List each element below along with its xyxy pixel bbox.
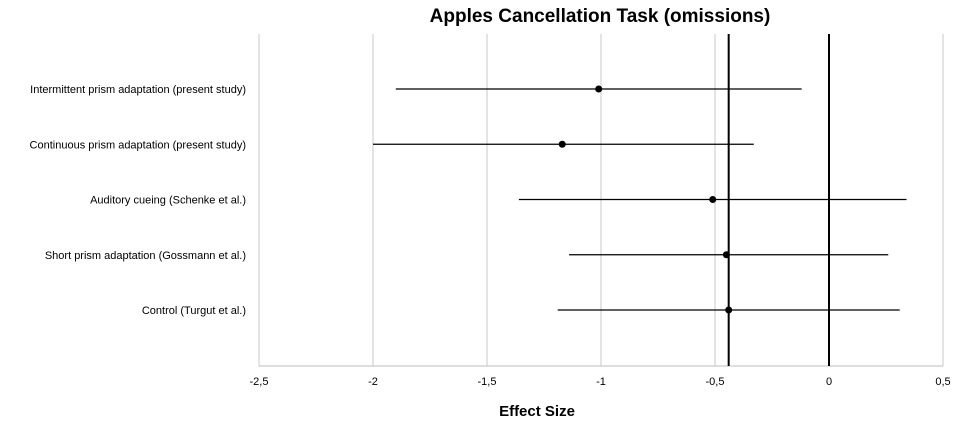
effect-size-point: [595, 85, 603, 93]
x-tick-label-2: -1,5: [478, 376, 497, 388]
category-label: Control (Turgut et al.): [142, 305, 246, 317]
effect-size-point: [722, 251, 730, 259]
x-tick-label-6: 0,5: [935, 376, 950, 388]
study-rows: Intermittent prism adaptation (present s…: [30, 84, 907, 317]
study-row: Auditory cueing (Schenke et al.): [90, 195, 907, 207]
chart-title: Apples Cancellation Task (omissions): [430, 6, 771, 27]
effect-size-point: [709, 196, 717, 203]
x-tick-label-3: -1: [596, 376, 606, 388]
x-tick-label-5: 0: [826, 376, 832, 388]
category-label: Continuous prism adaptation (present stu…: [30, 139, 246, 151]
study-row: Short prism adaptation (Gossmann et al.): [45, 250, 889, 262]
category-label: Short prism adaptation (Gossmann et al.): [45, 250, 246, 262]
x-axis-label: Effect Size: [499, 403, 575, 420]
x-tick-label-0: -2,5: [250, 376, 269, 388]
study-row: Intermittent prism adaptation (present s…: [30, 84, 802, 96]
category-label: Intermittent prism adaptation (present s…: [30, 84, 246, 96]
category-label: Auditory cueing (Schenke et al.): [90, 195, 246, 207]
x-tick-label-4: -0,5: [706, 376, 725, 388]
x-axis: -2,5 -2 -1,5 -1 -0,5 0 0,5: [250, 365, 951, 388]
x-tick-label-1: -2: [368, 376, 378, 388]
effect-size-point: [725, 306, 733, 314]
study-row: Control (Turgut et al.): [142, 305, 900, 317]
effect-size-point: [558, 140, 566, 148]
study-row: Continuous prism adaptation (present stu…: [30, 139, 754, 151]
